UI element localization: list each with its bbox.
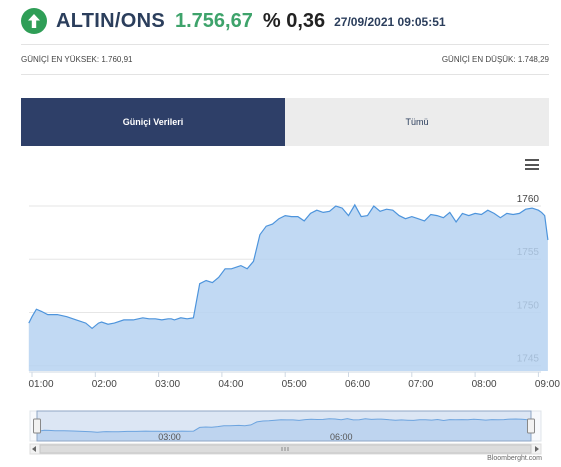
scroll-right-icon[interactable] xyxy=(535,446,539,452)
daily-high-label: GÜNİÇİ EN YÜKSEK: xyxy=(21,55,100,64)
daily-high-value: 1.760,91 xyxy=(101,55,133,64)
header-divider xyxy=(21,44,549,45)
navigator-area xyxy=(37,418,531,441)
x-tick-label: 03:00 xyxy=(155,379,180,390)
navigator-tick-label: 06:00 xyxy=(330,432,353,442)
last-price: 1.756,67 xyxy=(175,9,253,32)
y-tick-label: 1760 xyxy=(517,194,540,205)
quote-timestamp: 27/09/2021 09:05:51 xyxy=(334,15,446,29)
x-tick-label: 09:00 xyxy=(535,379,560,390)
x-tick-label: 08:00 xyxy=(472,379,497,390)
daily-low-label: GÜNİÇİ EN DÜŞÜK: xyxy=(441,55,516,64)
scroll-left-icon[interactable] xyxy=(32,446,36,452)
range-divider xyxy=(21,74,549,75)
percent-change: % 0,36 xyxy=(262,9,326,32)
x-tick-label: 06:00 xyxy=(345,379,370,390)
daily-high: GÜNİÇİ EN YÜKSEK: 1.760,91 xyxy=(21,55,132,64)
x-tick-label: 04:00 xyxy=(218,379,243,390)
x-tick-label: 02:00 xyxy=(92,379,117,390)
daily-low: GÜNİÇİ EN DÜŞÜK: 1.748,29 xyxy=(442,55,549,64)
chart-credit: Bloomberght.com xyxy=(487,455,542,462)
daily-low-value: 1.748,29 xyxy=(517,55,549,64)
x-tick-label: 05:00 xyxy=(282,379,307,390)
tab-all[interactable]: Tümü xyxy=(285,98,549,146)
x-tick-label: 07:00 xyxy=(408,379,433,390)
tab-intraday[interactable]: Güniçi Verileri xyxy=(21,98,285,146)
navigator-handle[interactable] xyxy=(527,418,535,434)
hamburger-menu-icon[interactable] xyxy=(525,159,539,170)
navigator-handle[interactable] xyxy=(33,418,41,434)
instrument-symbol: ALTIN/ONS xyxy=(56,9,165,32)
series-line xyxy=(28,203,549,330)
series-area xyxy=(28,204,548,371)
navigator-selection xyxy=(36,410,532,442)
quote-header: ALTIN/ONS 1.756,67 % 0,36 27/09/2021 09:… xyxy=(21,6,446,36)
x-tick-label: 01:00 xyxy=(28,379,53,390)
chart-tabs: Güniçi Verileri Tümü xyxy=(21,98,549,146)
navigator-line xyxy=(36,418,532,433)
navigator-tick-label: 03:00 xyxy=(158,432,181,442)
arrow-up-icon xyxy=(21,8,47,34)
